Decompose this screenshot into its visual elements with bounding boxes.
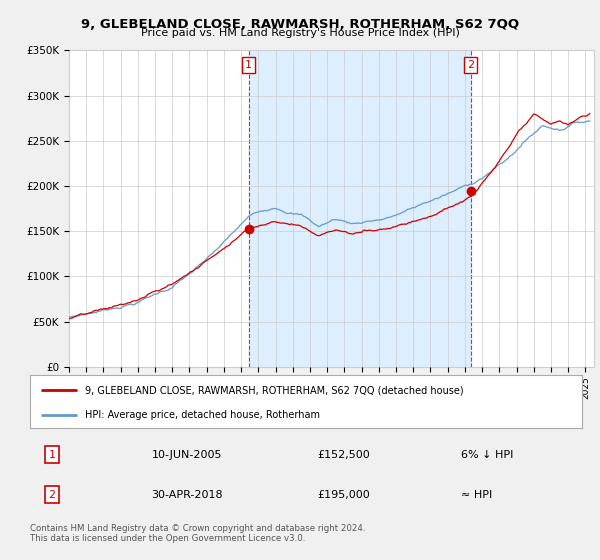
Text: 10-JUN-2005: 10-JUN-2005 (151, 450, 222, 460)
Text: Price paid vs. HM Land Registry's House Price Index (HPI): Price paid vs. HM Land Registry's House … (140, 28, 460, 38)
Text: 1: 1 (49, 450, 56, 460)
Text: 1: 1 (245, 60, 252, 70)
Text: 2: 2 (467, 60, 474, 70)
Text: 9, GLEBELAND CLOSE, RAWMARSH, ROTHERHAM, S62 7QQ (detached house): 9, GLEBELAND CLOSE, RAWMARSH, ROTHERHAM,… (85, 385, 464, 395)
Text: Contains HM Land Registry data © Crown copyright and database right 2024.
This d: Contains HM Land Registry data © Crown c… (30, 524, 365, 543)
Text: 6% ↓ HPI: 6% ↓ HPI (461, 450, 513, 460)
Text: ≈ HPI: ≈ HPI (461, 489, 492, 500)
Text: £195,000: £195,000 (317, 489, 370, 500)
Bar (249, 50, 470, 367)
Text: 30-APR-2018: 30-APR-2018 (151, 489, 223, 500)
Text: HPI: Average price, detached house, Rotherham: HPI: Average price, detached house, Roth… (85, 410, 320, 420)
Text: 9, GLEBELAND CLOSE, RAWMARSH, ROTHERHAM, S62 7QQ: 9, GLEBELAND CLOSE, RAWMARSH, ROTHERHAM,… (81, 18, 519, 31)
Text: £152,500: £152,500 (317, 450, 370, 460)
Text: 2: 2 (49, 489, 56, 500)
